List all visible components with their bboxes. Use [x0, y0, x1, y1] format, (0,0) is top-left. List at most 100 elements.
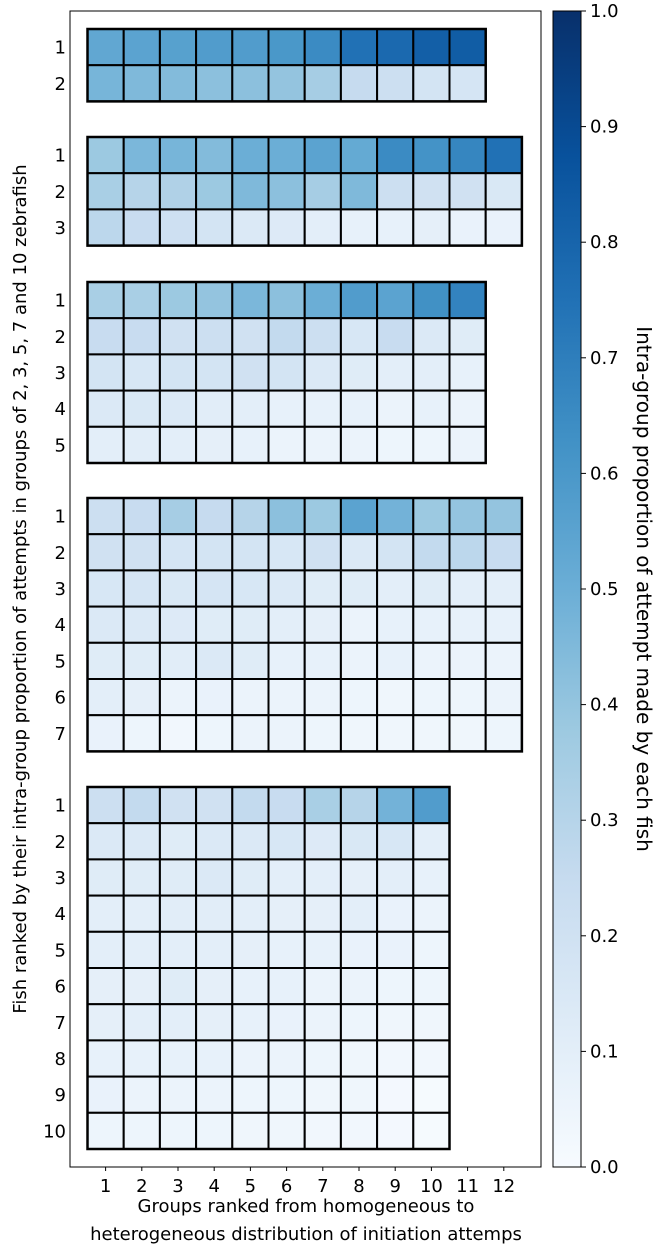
heatmap-cell — [303, 822, 342, 861]
heatmap-cell — [86, 353, 125, 392]
heatmap-cell — [339, 967, 379, 1006]
heatmap-cell — [122, 64, 161, 103]
heatmap-cell — [231, 1003, 270, 1042]
heatmap-cell — [86, 281, 125, 320]
heatmap-cell — [484, 714, 523, 753]
heatmap-cell — [412, 208, 451, 247]
row-label: 2 — [55, 543, 66, 564]
heatmap-cell — [339, 1003, 379, 1042]
heatmap-cell — [158, 822, 198, 861]
heatmap-cell — [122, 858, 161, 897]
heatmap-cell — [339, 353, 379, 392]
heatmap-cell — [122, 281, 161, 320]
heatmap-cell — [158, 28, 198, 67]
heatmap-cell — [267, 569, 306, 608]
panel-outline — [86, 135, 524, 247]
heatmap-cell — [303, 281, 342, 320]
heatmap-cell — [195, 1039, 234, 1078]
heatmap-cell — [448, 208, 487, 247]
heatmap-cell — [412, 281, 451, 320]
heatmap-cell — [86, 1111, 125, 1151]
heatmap-cell — [412, 786, 451, 825]
heatmap-cell — [303, 605, 342, 644]
heatmap-cell — [412, 317, 451, 356]
heatmap-cell — [376, 1075, 415, 1114]
heatmap-cell — [195, 786, 234, 825]
heatmap-cell — [158, 281, 198, 320]
heatmap-cell — [267, 894, 306, 933]
heatmap-cell — [484, 641, 523, 680]
heatmap-cell — [303, 930, 342, 969]
heatmap-cell — [158, 894, 198, 933]
heatmap-cell — [376, 1111, 415, 1151]
heatmap-cell — [376, 389, 415, 428]
heatmap-cell — [231, 569, 270, 608]
heatmap-cell — [339, 822, 379, 861]
panel-group-2 — [86, 27, 487, 103]
heatmap-cell — [376, 641, 415, 680]
heatmap-cell — [376, 425, 415, 464]
row-label: 1 — [55, 146, 66, 167]
heatmap-cell — [195, 425, 234, 464]
heatmap-cell — [195, 208, 234, 247]
heatmap-cell — [86, 714, 125, 753]
heatmap-cell — [376, 28, 415, 67]
heatmap-cell — [303, 136, 342, 175]
heatmap-cell — [303, 533, 342, 572]
heatmap-cell — [86, 930, 125, 969]
x-tick-label: 11 — [456, 1176, 479, 1197]
heatmap-cell — [267, 208, 306, 247]
heatmap-cell — [158, 714, 198, 753]
heatmap-cell — [158, 533, 198, 572]
heatmap-cell — [448, 172, 487, 211]
heatmap-cell — [231, 208, 270, 247]
colorbar-tick-label: 0.2 — [590, 926, 619, 947]
row-label: 1 — [55, 38, 66, 59]
heatmap-cell — [195, 1075, 234, 1114]
row-label: 2 — [55, 832, 66, 853]
heatmap-cell — [376, 967, 415, 1006]
heatmap-cell — [195, 389, 234, 428]
heatmap-cell — [86, 64, 125, 103]
heatmap-cell — [158, 136, 198, 175]
heatmap-cell — [376, 894, 415, 933]
heatmap-cell — [267, 281, 306, 320]
heatmap-cell — [86, 533, 125, 572]
heatmap-cell — [412, 967, 451, 1006]
colorbar-tick-label: 0.0 — [590, 1157, 619, 1178]
heatmap-cell — [195, 822, 234, 861]
heatmap-cell — [339, 497, 379, 536]
heatmap-cell — [484, 208, 523, 247]
heatmap-cell — [484, 497, 523, 536]
row-label: 6 — [55, 688, 66, 709]
heatmap-cell — [267, 786, 306, 825]
heatmap-cell — [412, 1075, 451, 1114]
heatmap-cell — [376, 172, 415, 211]
heatmap-cell — [195, 641, 234, 680]
heatmap-cell — [376, 497, 415, 536]
heatmap-cell — [376, 208, 415, 247]
heatmap-cell — [122, 822, 161, 861]
heatmap-cell — [376, 64, 415, 103]
heatmap-cell — [158, 317, 198, 356]
x-tick-label: 5 — [245, 1176, 256, 1197]
heatmap-cell — [231, 317, 270, 356]
row-label: 4 — [55, 904, 66, 925]
heatmap-cell — [122, 1039, 161, 1078]
heatmap-cell — [376, 136, 415, 175]
colorbar-label: Intra-group proportion of attempt made b… — [632, 326, 656, 852]
heatmap-cell — [412, 569, 451, 608]
heatmap-cell — [231, 389, 270, 428]
heatmap-cell — [339, 28, 379, 67]
heatmap-cell — [303, 317, 342, 356]
heatmap-cell — [267, 1075, 306, 1114]
heatmap-cell — [267, 136, 306, 175]
y-tick-labels: 1 2 1 2 3 1 2 3 4 5 1 2 3 4 5 6 7 1 2 3 4 5 6 7 8 9 10 — [43, 38, 66, 1143]
heatmap-cell — [448, 28, 487, 67]
heatmap-cell — [195, 64, 234, 103]
heatmap-cell — [86, 678, 125, 717]
heatmap-cell — [376, 281, 415, 320]
heatmap-cell — [448, 497, 487, 536]
heatmap-cell — [195, 569, 234, 608]
